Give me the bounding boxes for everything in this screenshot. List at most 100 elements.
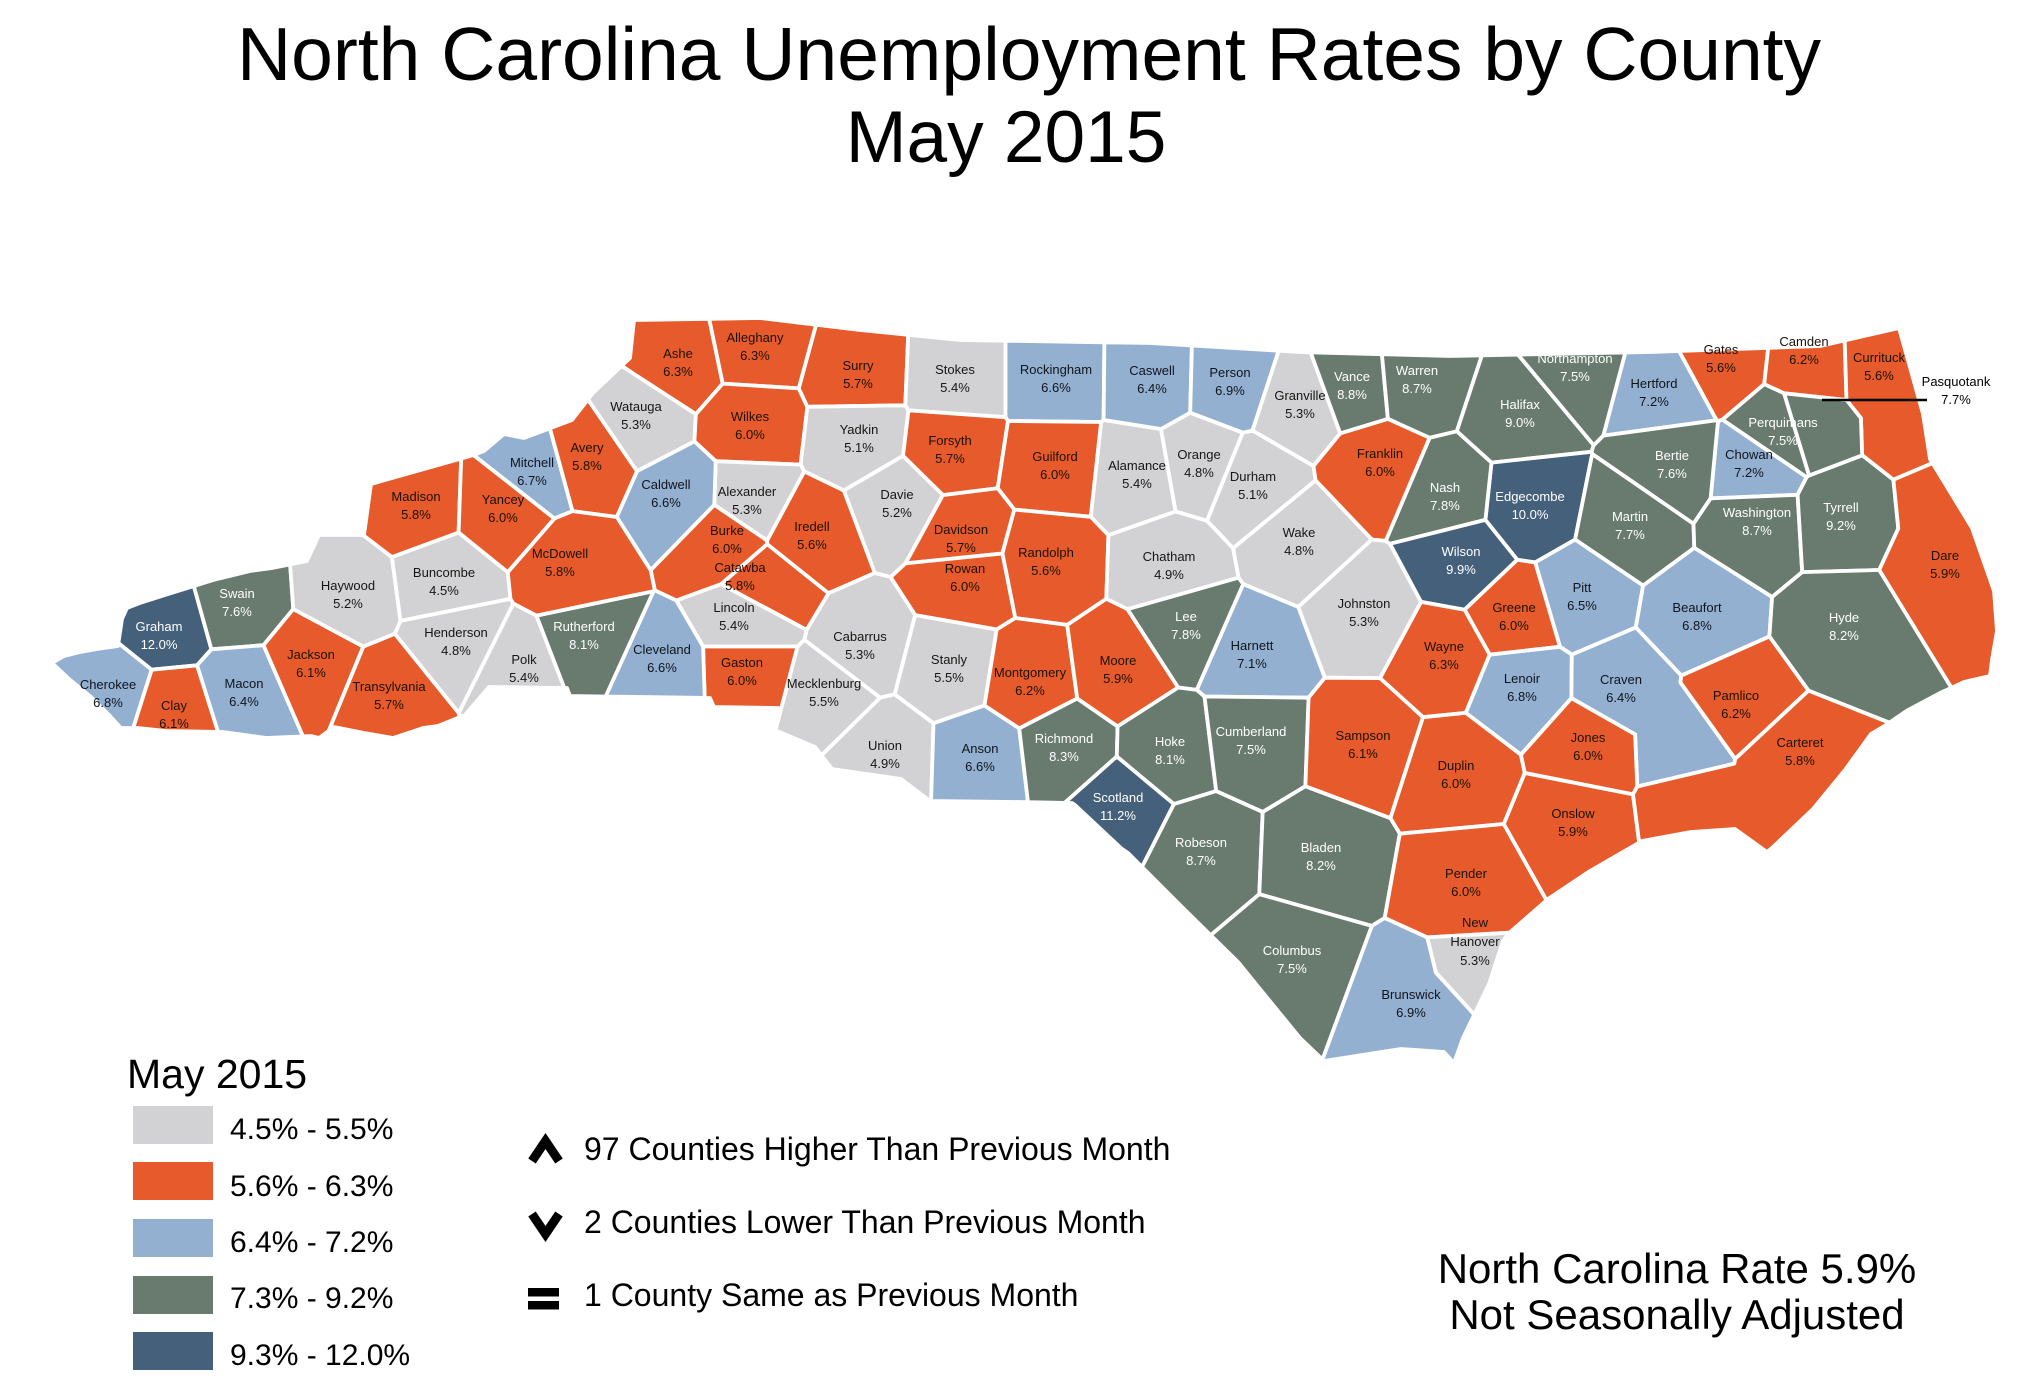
- svg-text:Alexander: Alexander: [718, 484, 777, 499]
- svg-text:7.8%: 7.8%: [1171, 627, 1201, 642]
- svg-text:5.7%: 5.7%: [935, 451, 965, 466]
- svg-text:7.2%: 7.2%: [1734, 465, 1764, 480]
- svg-text:6.4%: 6.4%: [1606, 690, 1636, 705]
- svg-text:6.0%: 6.0%: [950, 579, 980, 594]
- svg-text:Jackson: Jackson: [287, 647, 335, 662]
- svg-text:Nash: Nash: [1430, 480, 1460, 495]
- svg-text:4.8%: 4.8%: [1184, 465, 1214, 480]
- svg-text:7.5%: 7.5%: [1277, 961, 1307, 976]
- svg-text:Union: Union: [868, 738, 902, 753]
- svg-text:8.3%: 8.3%: [1049, 749, 1079, 764]
- svg-text:4.5%: 4.5%: [429, 583, 459, 598]
- svg-text:Scotland: Scotland: [1093, 790, 1144, 805]
- svg-text:5.6%: 5.6%: [797, 537, 827, 552]
- svg-text:6.6%: 6.6%: [1041, 380, 1071, 395]
- svg-text:5.7%: 5.7%: [843, 376, 873, 391]
- svg-text:Cherokee: Cherokee: [80, 677, 136, 692]
- svg-text:6.2%: 6.2%: [1015, 683, 1045, 698]
- svg-text:5.6%: 5.6%: [1031, 563, 1061, 578]
- svg-text:Anson: Anson: [962, 741, 999, 756]
- svg-text:6.8%: 6.8%: [1682, 618, 1712, 633]
- svg-text:6.4%: 6.4%: [1137, 381, 1167, 396]
- svg-text:Swain: Swain: [219, 586, 254, 601]
- svg-text:Orange: Orange: [1177, 447, 1220, 462]
- svg-text:Clay: Clay: [161, 698, 188, 713]
- svg-text:Macon: Macon: [224, 676, 263, 691]
- svg-text:Caldwell: Caldwell: [641, 477, 690, 492]
- svg-text:5.8%: 5.8%: [572, 458, 602, 473]
- svg-text:5.6% - 6.3%: 5.6% - 6.3%: [230, 1170, 393, 1203]
- svg-text:9.3% - 12.0%: 9.3% - 12.0%: [230, 1339, 410, 1372]
- svg-text:Lee: Lee: [1175, 609, 1197, 624]
- svg-text:5.9%: 5.9%: [1558, 824, 1588, 839]
- svg-text:6.6%: 6.6%: [965, 759, 995, 774]
- svg-text:6.7%: 6.7%: [517, 473, 547, 488]
- svg-text:5.7%: 5.7%: [946, 540, 976, 555]
- svg-text:Mitchell: Mitchell: [510, 455, 554, 470]
- svg-text:5.8%: 5.8%: [1785, 753, 1815, 768]
- svg-text:Halifax: Halifax: [1500, 397, 1540, 412]
- svg-text:10.0%: 10.0%: [1512, 507, 1549, 522]
- svg-text:97 Counties Higher Than Previo: 97 Counties Higher Than Previous Month: [584, 1131, 1170, 1167]
- svg-text:8.2%: 8.2%: [1306, 858, 1336, 873]
- svg-text:9.0%: 9.0%: [1505, 415, 1535, 430]
- svg-text:North Carolina Rate 5.9%: North Carolina Rate 5.9%: [1438, 1245, 1917, 1292]
- svg-text:4.5% - 5.5%: 4.5% - 5.5%: [230, 1113, 393, 1146]
- svg-text:Greene: Greene: [1492, 600, 1535, 615]
- svg-text:Polk: Polk: [511, 652, 537, 667]
- svg-text:McDowell: McDowell: [532, 546, 588, 561]
- svg-text:Wilson: Wilson: [1441, 544, 1480, 559]
- svg-text:11.2%: 11.2%: [1100, 808, 1136, 823]
- svg-text:9.9%: 9.9%: [1446, 562, 1476, 577]
- svg-text:Columbus: Columbus: [1263, 943, 1322, 958]
- svg-text:Stanly: Stanly: [931, 652, 968, 667]
- svg-text:7.1%: 7.1%: [1237, 656, 1267, 671]
- svg-text:Washington: Washington: [1723, 505, 1791, 520]
- svg-text:8.1%: 8.1%: [1155, 752, 1185, 767]
- svg-text:7.5%: 7.5%: [1560, 369, 1590, 384]
- svg-text:Vance: Vance: [1334, 369, 1370, 384]
- svg-text:Franklin: Franklin: [1357, 446, 1403, 461]
- svg-text:Rutherford: Rutherford: [553, 619, 614, 634]
- svg-text:6.8%: 6.8%: [1507, 689, 1537, 704]
- svg-text:Perquimans: Perquimans: [1748, 415, 1818, 430]
- svg-text:6.0%: 6.0%: [1040, 467, 1070, 482]
- svg-text:5.4%: 5.4%: [1122, 476, 1152, 491]
- svg-text:Transylvania: Transylvania: [352, 679, 426, 694]
- svg-text:Surry: Surry: [842, 358, 874, 373]
- svg-text:Bertie: Bertie: [1655, 448, 1689, 463]
- svg-text:Guilford: Guilford: [1032, 449, 1078, 464]
- svg-text:4.9%: 4.9%: [870, 756, 900, 771]
- svg-text:Davidson: Davidson: [934, 522, 988, 537]
- svg-text:Robeson: Robeson: [1175, 835, 1227, 850]
- svg-text:Onslow: Onslow: [1551, 806, 1595, 821]
- svg-text:Moore: Moore: [1100, 653, 1137, 668]
- svg-text:Not Seasonally Adjusted: Not Seasonally Adjusted: [1449, 1291, 1904, 1338]
- svg-text:Davie: Davie: [880, 487, 913, 502]
- svg-text:Iredell: Iredell: [794, 519, 830, 534]
- svg-text:6.6%: 6.6%: [651, 495, 681, 510]
- svg-text:7.8%: 7.8%: [1430, 498, 1460, 513]
- svg-text:5.1%: 5.1%: [1238, 487, 1268, 502]
- svg-text:6.9%: 6.9%: [1215, 383, 1245, 398]
- svg-text:5.7%: 5.7%: [374, 697, 404, 712]
- svg-text:Brunswick: Brunswick: [1381, 987, 1441, 1002]
- svg-text:Stokes: Stokes: [935, 362, 975, 377]
- svg-text:5.9%: 5.9%: [1103, 671, 1133, 686]
- svg-text:Wake: Wake: [1283, 525, 1316, 540]
- svg-text:5.3%: 5.3%: [1460, 953, 1490, 968]
- svg-text:Hoke: Hoke: [1155, 734, 1185, 749]
- svg-text:Durham: Durham: [1230, 469, 1276, 484]
- svg-text:7.7%: 7.7%: [1615, 527, 1645, 542]
- svg-text:5.6%: 5.6%: [1706, 360, 1736, 375]
- svg-text:Ashe: Ashe: [663, 346, 693, 361]
- svg-text:Person: Person: [1209, 365, 1250, 380]
- svg-text:Rockingham: Rockingham: [1020, 362, 1092, 377]
- svg-text:May 2015: May 2015: [846, 97, 1167, 178]
- svg-text:Cumberland: Cumberland: [1216, 724, 1287, 739]
- svg-text:5.1%: 5.1%: [844, 440, 874, 455]
- svg-text:5.4%: 5.4%: [940, 380, 970, 395]
- svg-text:Forsyth: Forsyth: [928, 433, 971, 448]
- svg-text:9.2%: 9.2%: [1826, 518, 1856, 533]
- svg-text:Sampson: Sampson: [1336, 728, 1391, 743]
